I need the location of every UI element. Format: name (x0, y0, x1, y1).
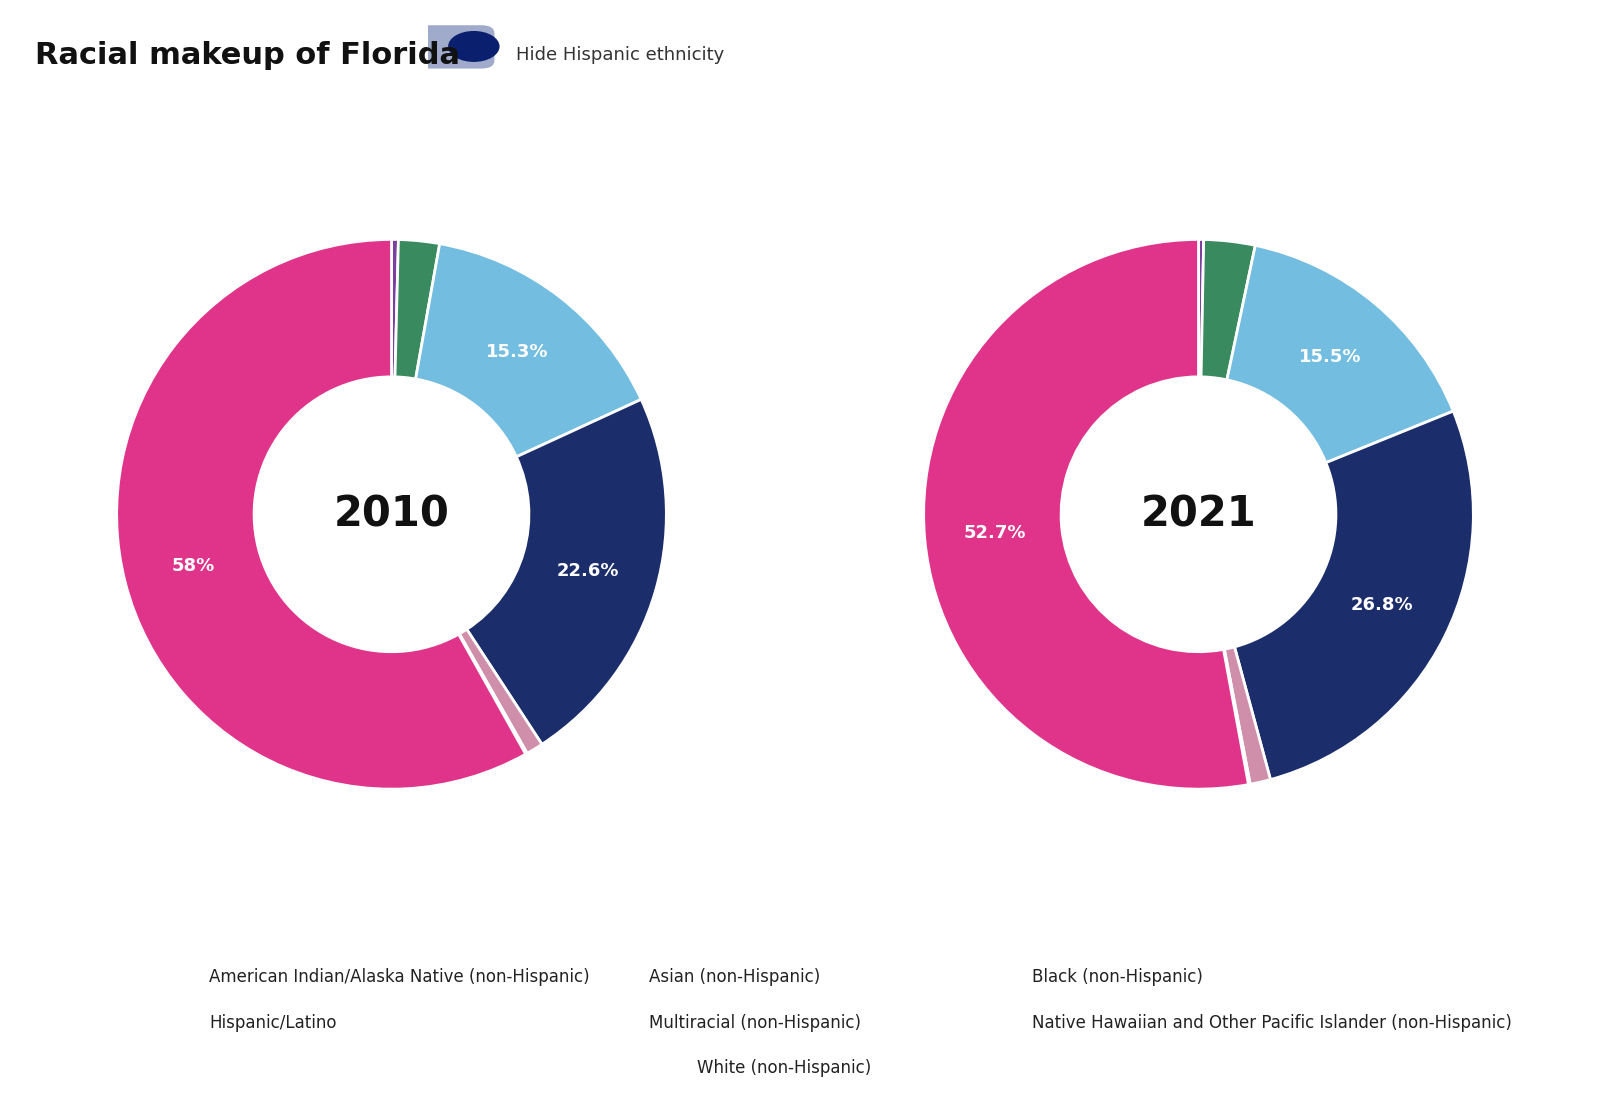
Wedge shape (1202, 240, 1256, 379)
Text: 2021: 2021 (1141, 493, 1256, 535)
FancyBboxPatch shape (417, 25, 494, 69)
Text: 2010: 2010 (334, 493, 449, 535)
Wedge shape (1224, 647, 1270, 784)
Text: Hispanic/Latino: Hispanic/Latino (209, 1014, 337, 1032)
Wedge shape (415, 243, 641, 457)
Wedge shape (1224, 649, 1250, 784)
Wedge shape (1227, 246, 1453, 462)
Wedge shape (459, 634, 527, 754)
Text: Hide Hispanic ethnicity: Hide Hispanic ethnicity (516, 46, 724, 64)
Wedge shape (117, 239, 526, 790)
Text: 58%: 58% (171, 557, 216, 575)
Text: 15.3%: 15.3% (486, 343, 548, 362)
Text: Black (non-Hispanic): Black (non-Hispanic) (1032, 968, 1203, 985)
Circle shape (447, 31, 500, 62)
Text: White (non-Hispanic): White (non-Hispanic) (697, 1060, 871, 1077)
Wedge shape (395, 240, 439, 379)
Wedge shape (459, 629, 542, 753)
Text: Racial makeup of Florida: Racial makeup of Florida (35, 41, 460, 70)
Text: 26.8%: 26.8% (1350, 596, 1413, 614)
Text: Asian (non-Hispanic): Asian (non-Hispanic) (649, 968, 820, 985)
Wedge shape (392, 239, 398, 377)
Text: 52.7%: 52.7% (964, 524, 1026, 542)
Text: 22.6%: 22.6% (558, 562, 620, 580)
Text: Native Hawaiian and Other Pacific Islander (non-Hispanic): Native Hawaiian and Other Pacific Island… (1032, 1014, 1512, 1032)
Text: American Indian/Alaska Native (non-Hispanic): American Indian/Alaska Native (non-Hispa… (209, 968, 590, 985)
Text: Multiracial (non-Hispanic): Multiracial (non-Hispanic) (649, 1014, 861, 1032)
Text: 15.5%: 15.5% (1299, 348, 1361, 366)
Wedge shape (467, 399, 666, 744)
Wedge shape (1235, 411, 1473, 780)
Wedge shape (924, 239, 1248, 790)
Wedge shape (1198, 239, 1203, 377)
